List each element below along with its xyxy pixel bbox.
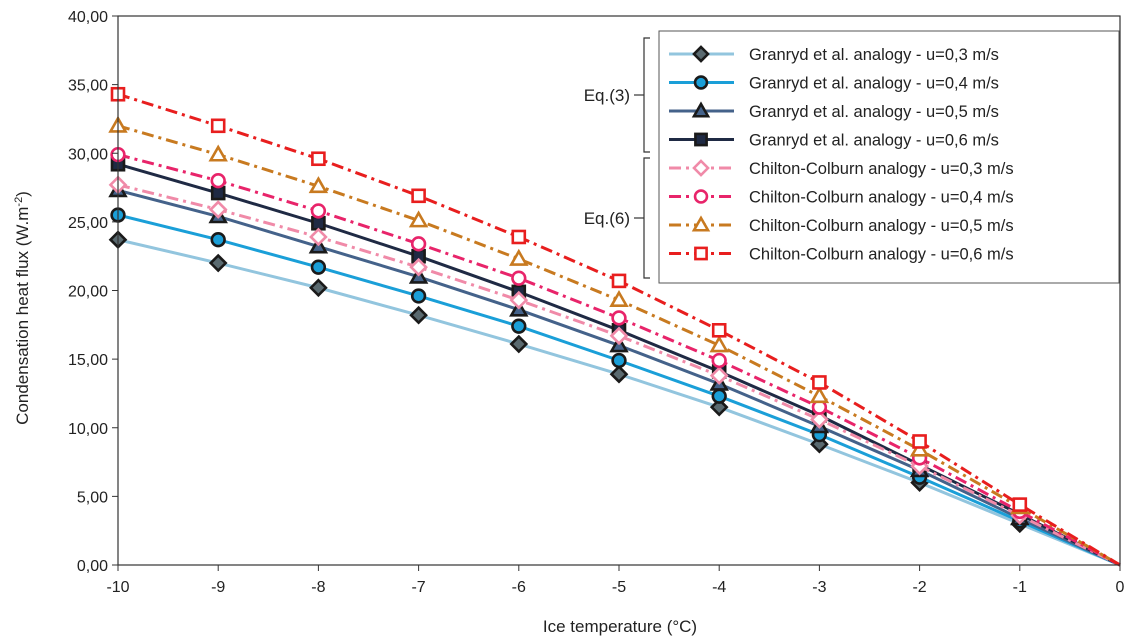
x-tick-label: 0 — [1116, 579, 1125, 596]
x-tick-label: -9 — [211, 579, 225, 596]
series-point — [809, 386, 830, 404]
legend-label: Chilton-Colburn analogy - u=0,4 m/s — [749, 189, 1014, 207]
series-point — [410, 288, 427, 304]
series-point — [210, 173, 226, 189]
series-8 — [110, 86, 1121, 567]
x-axis-label: Ice temperature (°C) — [543, 617, 697, 636]
series-point — [511, 318, 527, 334]
x-tick-label: -3 — [812, 579, 826, 596]
series-point — [511, 270, 527, 286]
legend-swatch-marker — [691, 215, 711, 232]
legend-entry: Granryd et al. analogy - u=0,5 m/s — [669, 101, 999, 121]
annotation-label: Eq.(3) — [584, 86, 630, 105]
series-point — [711, 352, 727, 369]
series-3 — [108, 180, 1121, 567]
series-point — [311, 151, 326, 167]
series-point — [509, 334, 529, 354]
series-point — [210, 118, 226, 134]
series-point — [709, 397, 729, 417]
series-point — [310, 203, 327, 219]
y-axis-label-close: ) — [13, 191, 32, 197]
series-point — [711, 388, 727, 404]
legend-label: Granryd et al. analogy - u=0,4 m/s — [749, 75, 999, 93]
series-point — [812, 375, 827, 390]
series-point — [810, 410, 829, 429]
legend-swatch-marker — [694, 132, 708, 147]
series-point — [511, 229, 527, 245]
y-tick-label: 25,00 — [68, 215, 108, 232]
series-point — [308, 176, 329, 194]
series-point — [411, 188, 426, 204]
series-point — [408, 210, 429, 228]
legend-entry: Chilton-Colburn analogy - u=0,3 m/s — [669, 159, 1014, 178]
x-tick-label: -7 — [411, 579, 425, 596]
legend-entry: Chilton-Colburn analogy - u=0,5 m/s — [669, 215, 1014, 235]
series-point — [711, 323, 727, 338]
legend-swatch-marker — [693, 189, 709, 204]
series-point — [309, 227, 328, 247]
series-point — [1012, 497, 1028, 512]
y-tick-label: 30,00 — [68, 146, 108, 163]
legend-swatch-marker — [691, 101, 711, 118]
series-point — [509, 290, 529, 310]
series-point — [609, 364, 629, 384]
annotation-label: Eq.(6) — [584, 209, 630, 228]
legend-label: Granryd et al. analogy - u=0,3 m/s — [749, 46, 999, 64]
legend-swatch-marker — [692, 45, 710, 63]
series-point — [311, 215, 326, 231]
legend-label: Chilton-Colburn analogy - u=0,3 m/s — [749, 160, 1014, 178]
legend-entry: Granryd et al. analogy - u=0,4 m/s — [669, 75, 999, 93]
x-tick-label: -6 — [512, 579, 526, 596]
legend-box — [658, 30, 1120, 284]
y-axis-label: Condensation heat flux (W.m-2) — [13, 191, 32, 425]
series-point — [409, 305, 428, 325]
series-point — [208, 144, 228, 162]
legend-label: Granryd et al. analogy - u=0,6 m/s — [749, 132, 999, 150]
series-point — [509, 248, 529, 266]
x-tick-label: -2 — [912, 579, 926, 596]
y-axis-label-main: Condensation heat flux (W.m — [13, 207, 32, 425]
y-tick-label: 15,00 — [68, 352, 108, 369]
series-point — [208, 200, 228, 219]
legend-entry: Granryd et al. analogy - u=0,3 m/s — [669, 45, 999, 64]
x-tick-label: -8 — [311, 579, 325, 596]
legend-label: Granryd et al. analogy - u=0,5 m/s — [749, 103, 999, 121]
legend-entry: Chilton-Colburn analogy - u=0,6 m/s — [669, 246, 1014, 264]
series-point — [611, 352, 627, 369]
series-point — [410, 236, 427, 252]
legend-entry: Granryd et al. analogy - u=0,6 m/s — [669, 132, 999, 150]
series-point — [609, 326, 629, 346]
series-point — [309, 278, 328, 298]
y-tick-label: 10,00 — [68, 421, 108, 438]
y-tick-label: 40,00 — [68, 9, 108, 26]
x-tick-label: -10 — [106, 579, 129, 596]
series-point — [912, 434, 927, 449]
y-tick-label: 0,00 — [77, 558, 108, 575]
series-point — [210, 185, 226, 201]
legend-swatch-marker — [692, 159, 710, 177]
x-tick-label: -5 — [612, 579, 626, 596]
x-tick-label: -4 — [712, 579, 726, 596]
legend-swatch-marker — [694, 246, 708, 261]
series-point — [709, 366, 729, 385]
series-point — [709, 335, 729, 353]
series-point — [611, 310, 627, 326]
series-point — [208, 253, 228, 273]
series-point — [609, 289, 629, 308]
y-axis-label-sup: -2 — [13, 197, 25, 207]
series-point — [310, 259, 327, 275]
x-tick-label: -1 — [1013, 579, 1027, 596]
y-tick-label: 20,00 — [68, 284, 108, 301]
y-tick-label: 35,00 — [68, 78, 108, 95]
legend-label: Chilton-Colburn analogy - u=0,5 m/s — [749, 217, 1014, 235]
series-point — [210, 232, 226, 248]
y-tick-label: 5,00 — [77, 489, 108, 506]
series-point — [409, 257, 428, 277]
legend-swatch-marker — [693, 75, 709, 90]
legend-entry: Chilton-Colburn analogy - u=0,4 m/s — [669, 189, 1014, 207]
series-point — [611, 273, 627, 289]
legend-label: Chilton-Colburn analogy - u=0,6 m/s — [749, 246, 1014, 264]
